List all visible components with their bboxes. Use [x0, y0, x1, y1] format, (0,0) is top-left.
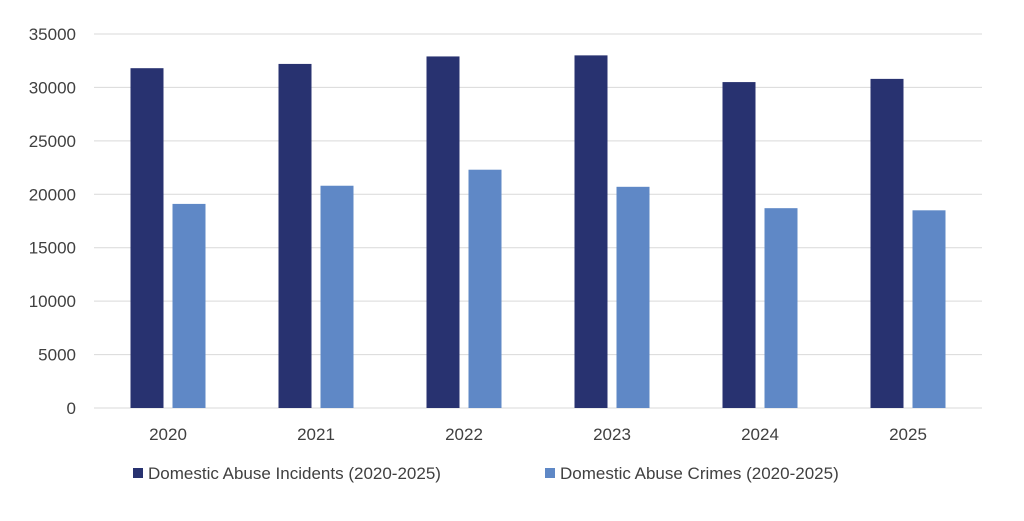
- legend-label-incidents: Domestic Abuse Incidents (2020-2025): [148, 464, 441, 483]
- bar-incidents-2023: [574, 55, 608, 408]
- y-tick-label: 10000: [29, 292, 76, 311]
- bar-crimes-2023: [616, 186, 650, 408]
- gridlines: [94, 33, 982, 409]
- y-tick-label: 30000: [29, 78, 76, 97]
- bar-crimes-2022: [468, 169, 502, 408]
- y-tick-label: 35000: [29, 25, 76, 44]
- x-tick-label: 2024: [741, 425, 779, 444]
- x-tick-label: 2020: [149, 425, 187, 444]
- y-tick-label: 0: [67, 399, 76, 418]
- x-tick-label: 2022: [445, 425, 483, 444]
- bar-incidents-2021: [278, 63, 312, 409]
- bar-crimes-2024: [764, 208, 798, 408]
- x-tick-label: 2023: [593, 425, 631, 444]
- y-axis-tick-labels: 0 5000 10000 15000 20000 25000 30000 35000: [29, 25, 76, 418]
- bar-crimes-2021: [320, 185, 354, 408]
- x-tick-label: 2021: [297, 425, 335, 444]
- legend-swatch-incidents: [133, 468, 143, 478]
- x-tick-label: 2025: [889, 425, 927, 444]
- bar-crimes-2025: [912, 210, 946, 408]
- y-tick-label: 15000: [29, 239, 76, 258]
- bar-incidents-2024: [722, 82, 756, 408]
- bar-incidents-2025: [870, 78, 904, 408]
- bar-crimes-2020: [172, 203, 206, 408]
- y-tick-label: 25000: [29, 132, 76, 151]
- y-tick-label: 5000: [38, 346, 76, 365]
- x-axis-tick-labels: 2020 2021 2022 2023 2024 2025: [149, 425, 927, 444]
- legend-swatch-crimes: [545, 468, 555, 478]
- bars: [130, 55, 946, 409]
- bar-incidents-2020: [130, 68, 164, 409]
- y-tick-label: 20000: [29, 185, 76, 204]
- bar-incidents-2022: [426, 56, 460, 408]
- legend: Domestic Abuse Incidents (2020-2025) Dome…: [133, 464, 839, 483]
- legend-label-crimes: Domestic Abuse Crimes (2020-2025): [560, 464, 839, 483]
